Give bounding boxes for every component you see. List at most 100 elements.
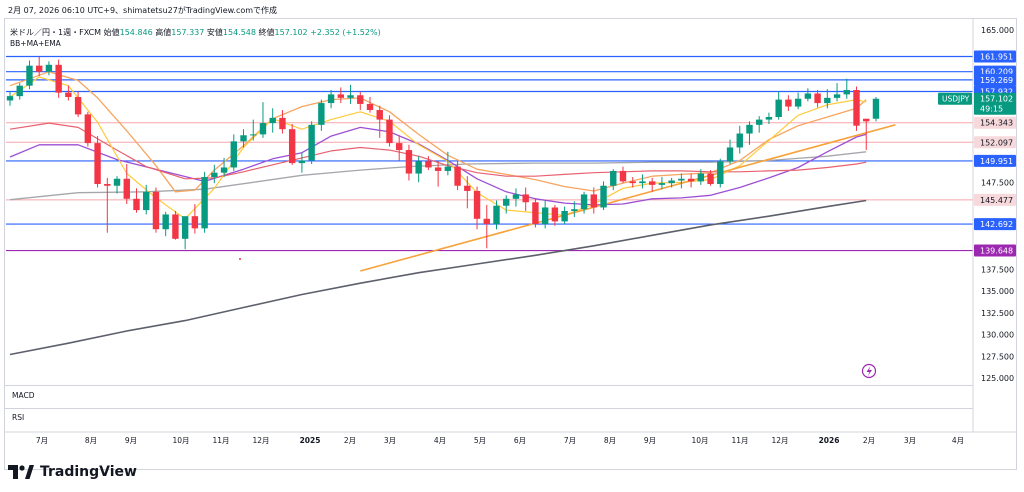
- y-tick-label: 130.000: [981, 331, 1014, 340]
- candle: [454, 166, 461, 186]
- open-label: 始値: [103, 28, 120, 37]
- x-tick-label: 11月: [731, 436, 748, 445]
- macd-label[interactable]: MACD: [12, 391, 35, 400]
- candle: [104, 183, 111, 186]
- candle: [35, 65, 43, 72]
- low-label: 安値: [206, 28, 223, 37]
- x-tick-label: 2025: [300, 436, 321, 445]
- candle: [444, 166, 452, 171]
- candle: [65, 92, 72, 97]
- candle: [473, 190, 481, 219]
- candle: [220, 167, 228, 173]
- candle: [863, 118, 870, 122]
- candle: [824, 97, 831, 104]
- ema-line: [9, 122, 867, 180]
- x-tick-label: 5月: [474, 436, 486, 445]
- candle: [298, 160, 306, 164]
- x-tick-label: 9月: [644, 436, 656, 445]
- symbol-name: 米ドル／円・1週・FXCM: [10, 28, 102, 37]
- candle: [269, 117, 276, 124]
- rsi-label[interactable]: RSI: [12, 413, 25, 422]
- x-tick-label: 8月: [85, 436, 97, 445]
- x-tick-label: 12月: [252, 436, 269, 445]
- candle: [415, 161, 422, 174]
- candle: [775, 99, 782, 117]
- candle: [337, 94, 345, 98]
- candle: [756, 119, 763, 125]
- y-tick-label: 147.500: [981, 178, 1014, 187]
- candle: [133, 198, 140, 211]
- candle: [503, 198, 510, 206]
- y-tick-label: 137.500: [981, 265, 1014, 274]
- x-tick-label: 3月: [384, 436, 396, 445]
- y-tick-label: 165.000: [981, 26, 1014, 35]
- candle: [425, 161, 432, 168]
- candle: [726, 147, 734, 162]
- candle: [804, 93, 812, 99]
- chart-frame: [4, 18, 1017, 470]
- candle: [590, 194, 597, 208]
- level-label: 160.209: [980, 68, 1013, 77]
- candle: [600, 185, 607, 208]
- candle: [6, 96, 14, 101]
- candle: [736, 133, 743, 148]
- candle: [697, 173, 705, 182]
- y-tick-label: 127.500: [981, 352, 1014, 361]
- candle: [240, 135, 247, 142]
- level-label: 142.692: [980, 220, 1013, 229]
- candle: [55, 64, 62, 93]
- marker-dot: [239, 258, 241, 260]
- x-tick-label: 11月: [212, 436, 229, 445]
- x-tick-label: 2月: [863, 436, 875, 445]
- candle: [794, 98, 802, 107]
- candle: [45, 64, 53, 72]
- candle: [211, 172, 218, 178]
- candle: [366, 103, 374, 111]
- indicator-label[interactable]: BB+MA+EMA: [10, 39, 61, 48]
- candle: [162, 214, 169, 230]
- candle: [619, 170, 627, 182]
- chart-header: 2月 07, 2026 06:10 UTC+9、shimatetsu27がTra…: [8, 6, 278, 15]
- candle: [814, 93, 821, 104]
- candle: [522, 194, 529, 203]
- candle: [230, 141, 237, 168]
- x-tick-label: 2月: [344, 436, 356, 445]
- candle: [357, 95, 364, 104]
- candle: [434, 167, 442, 171]
- brand-name: TradingView: [40, 464, 137, 480]
- lightning-icon: [861, 363, 877, 379]
- level-label-bg: [974, 50, 1016, 63]
- level-label-bg: [974, 154, 1016, 167]
- x-tick-label: 2026: [819, 436, 840, 445]
- candle: [785, 99, 792, 107]
- candle: [532, 202, 539, 225]
- candle: [872, 98, 880, 119]
- candle: [347, 95, 354, 98]
- high-value: 157.337: [171, 28, 205, 37]
- countdown-value: 49:15: [980, 105, 1003, 114]
- symbol-tag-label: USDJPY: [942, 95, 970, 104]
- x-tick-label: 4月: [434, 436, 446, 445]
- level-label-bg: [974, 116, 1016, 129]
- macd-separator: [5, 385, 973, 386]
- candle: [405, 150, 413, 174]
- level-label-bg: [974, 73, 1016, 86]
- candle: [765, 117, 773, 120]
- x-tick-label: 3月: [904, 436, 916, 445]
- tradingview-logo[interactable]: TradingView: [8, 464, 137, 480]
- candle: [16, 85, 23, 97]
- candle: [113, 178, 121, 186]
- y-tick-label: 135.000: [981, 287, 1014, 296]
- candle: [288, 129, 296, 164]
- x-tick-label: 8月: [604, 436, 616, 445]
- y-axis: 165.000 147.500 137.500 135.000 132.500 130.0…: [972, 19, 1014, 432]
- candle: [396, 143, 403, 151]
- trendline: [360, 124, 896, 272]
- candle: [74, 96, 82, 115]
- candle: [853, 90, 860, 126]
- level-label: 161.951: [980, 53, 1013, 62]
- y-tick-label: 132.500: [981, 309, 1014, 318]
- level-label: 152.097: [980, 138, 1013, 147]
